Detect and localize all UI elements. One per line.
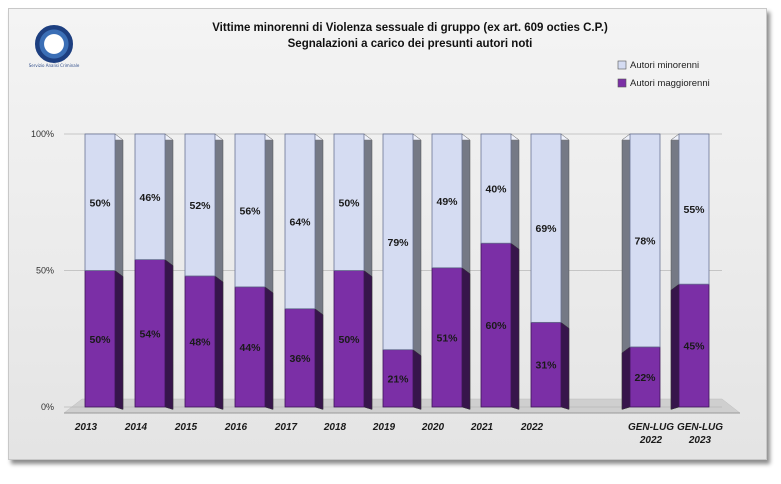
logo-icon (35, 25, 73, 63)
bar-autori-minorenni (333, 133, 365, 271)
bar-autori-maggiorenni (84, 270, 116, 408)
bar-side-face (314, 308, 324, 410)
bar-autori-minorenni (184, 133, 216, 277)
data-label-minorenni: 46% (139, 192, 161, 204)
bar-autori-minorenni (431, 133, 463, 269)
data-label-maggiorenni: 21% (387, 373, 409, 385)
data-label-maggiorenni: 50% (89, 334, 111, 346)
x-tick-label: 2022 (520, 422, 544, 433)
data-label-minorenni: 50% (338, 197, 360, 209)
bar-autori-minorenni (84, 133, 116, 271)
x-tick-label: 2023 (688, 435, 712, 446)
data-label-minorenni: 49% (436, 196, 458, 208)
data-label-maggiorenni: 44% (239, 342, 261, 354)
data-label-maggiorenni: 22% (634, 372, 656, 384)
bar-autori-maggiorenni (382, 349, 414, 408)
data-label-minorenni: 64% (289, 216, 311, 228)
bar-autori-maggiorenni (629, 346, 661, 408)
y-tick-label: 100% (31, 129, 54, 139)
bar-autori-maggiorenni (431, 267, 463, 408)
bar-autori-minorenni (234, 133, 266, 288)
chart-title: Vittime minorenni di Violenza sessuale d… (212, 22, 608, 34)
bar-autori-maggiorenni (134, 259, 166, 408)
bar-autori-minorenni (480, 133, 512, 244)
data-label-minorenni: 55% (683, 204, 705, 216)
logo-caption: Servizio Analisi Criminale (28, 63, 80, 68)
bar-side-face (214, 275, 224, 410)
x-tick-label: 2013 (74, 422, 98, 433)
data-label-maggiorenni: 48% (189, 336, 211, 348)
data-label-minorenni: 79% (387, 237, 409, 249)
bar-autori-minorenni (629, 133, 661, 348)
bar-autori-maggiorenni (480, 242, 512, 408)
bar-side-face (363, 270, 373, 410)
y-tick-label: 0% (41, 402, 54, 412)
data-label-maggiorenni: 45% (683, 341, 705, 353)
legend-swatch (617, 78, 627, 88)
data-label-maggiorenni: 60% (485, 320, 507, 332)
bar-autori-minorenni (284, 133, 316, 310)
bar-side-face (621, 346, 631, 410)
data-label-maggiorenni: 36% (289, 353, 311, 365)
bar-autori-maggiorenni (530, 321, 562, 408)
bar-autori-maggiorenni (333, 270, 365, 408)
legend-swatch (617, 60, 627, 70)
data-label-maggiorenni: 54% (139, 328, 161, 340)
x-tick-label: GEN-LUG (628, 422, 674, 433)
bar-autori-minorenni (134, 133, 166, 260)
legend-label: Autori minorenni (630, 60, 699, 71)
data-label-minorenni: 52% (189, 200, 211, 212)
data-label-minorenni: 69% (535, 223, 557, 235)
bar-autori-minorenni (678, 133, 710, 285)
data-label-minorenni: 56% (239, 205, 261, 217)
x-tick-label: 2015 (174, 422, 198, 433)
x-tick-label: 2016 (224, 422, 248, 433)
bar-side-face (461, 267, 471, 410)
data-label-maggiorenni: 50% (338, 334, 360, 346)
bar-autori-minorenni (530, 133, 562, 323)
bar-side-face (164, 259, 174, 410)
bar-side-face (412, 349, 422, 410)
data-label-minorenni: 50% (89, 197, 111, 209)
y-tick-label: 50% (36, 266, 54, 276)
x-tick-label: GEN-LUG (677, 422, 723, 433)
bar-side-face (510, 242, 520, 410)
data-label-minorenni: 78% (634, 235, 656, 247)
bar-autori-minorenni (382, 133, 414, 351)
x-tick-label: 2019 (372, 422, 396, 433)
x-tick-label: 2014 (124, 422, 148, 433)
bar-side-face (264, 286, 274, 410)
data-label-minorenni: 40% (485, 184, 507, 196)
x-tick-label: 2018 (323, 422, 347, 433)
x-tick-label: 2020 (421, 422, 445, 433)
bar-side-face (670, 283, 680, 410)
data-label-maggiorenni: 51% (436, 332, 458, 344)
legend-label: Autori maggiorenni (630, 78, 710, 89)
data-label-maggiorenni: 31% (535, 360, 557, 372)
x-tick-label: 2017 (274, 422, 298, 433)
x-tick-label: 2022 (639, 435, 663, 446)
chart-subtitle: Segnalazioni a carico dei presunti autor… (287, 38, 533, 50)
x-tick-label: 2021 (470, 422, 494, 433)
bar-side-face (114, 270, 124, 410)
bar-side-face (560, 321, 570, 410)
